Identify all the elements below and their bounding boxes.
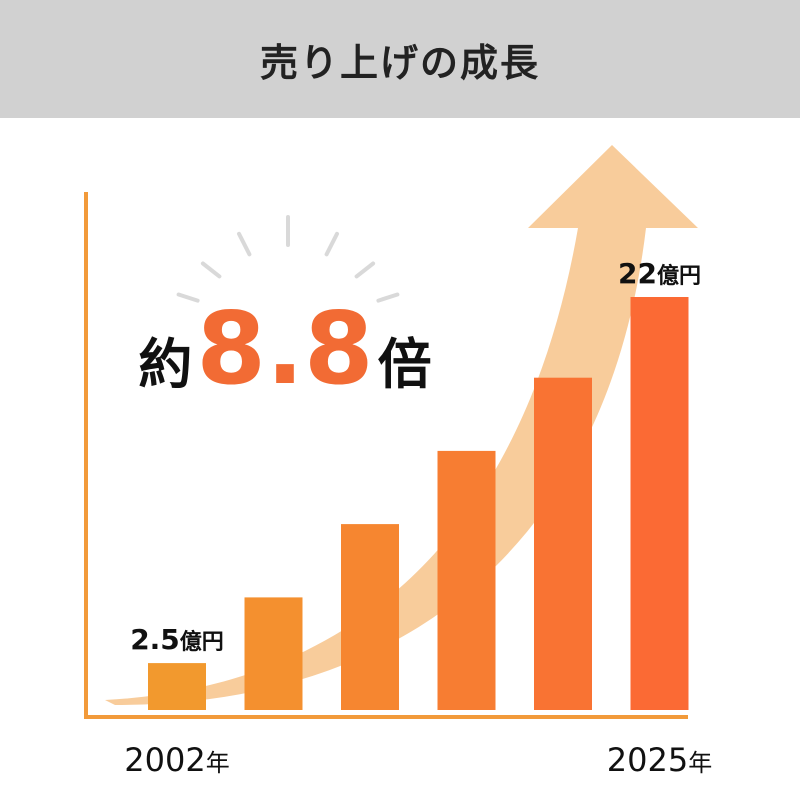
sparkle-ray-2 (237, 231, 252, 257)
x-tick-year: 2002 (124, 741, 205, 779)
growth-arrow-icon (105, 145, 698, 705)
bar-1 (148, 663, 206, 710)
sparkle-ray-7 (376, 292, 400, 303)
bar-6 (630, 297, 689, 710)
data-label-value: 2.5 (130, 623, 180, 656)
badge-value: 8.8 (196, 290, 373, 407)
data-label-unit: 億円 (180, 629, 224, 655)
x-tick-label-1: 2002年 (124, 741, 229, 779)
x-tick-year: 2025 (607, 741, 688, 779)
x-tick-unit: 年 (688, 749, 712, 777)
page-title: 売り上げの成長 (259, 40, 540, 85)
bar-4 (437, 450, 496, 710)
data-label-6: 22億円 (618, 257, 701, 290)
badge-prefix: 約 (138, 333, 192, 396)
bar-2 (244, 597, 303, 710)
sparkle-ray-6 (176, 292, 200, 303)
x-tick-label-6: 2025年 (607, 741, 712, 779)
data-label-unit: 億円 (657, 263, 701, 289)
sparkle-ray-4 (200, 261, 222, 279)
header-banner: 売り上げの成長 (0, 0, 800, 118)
sparkle-icon (176, 215, 400, 303)
x-tick-unit: 年 (206, 749, 230, 777)
data-label-value: 22 (618, 257, 657, 290)
bar-5 (534, 377, 592, 710)
data-label-1: 2.5億円 (130, 623, 224, 656)
badge-suffix: 倍 (378, 333, 432, 396)
sparkle-ray-3 (324, 231, 339, 257)
bar-3 (341, 524, 399, 710)
growth-badge: 約8.8倍 (138, 290, 431, 407)
sparkle-ray-5 (354, 261, 376, 279)
